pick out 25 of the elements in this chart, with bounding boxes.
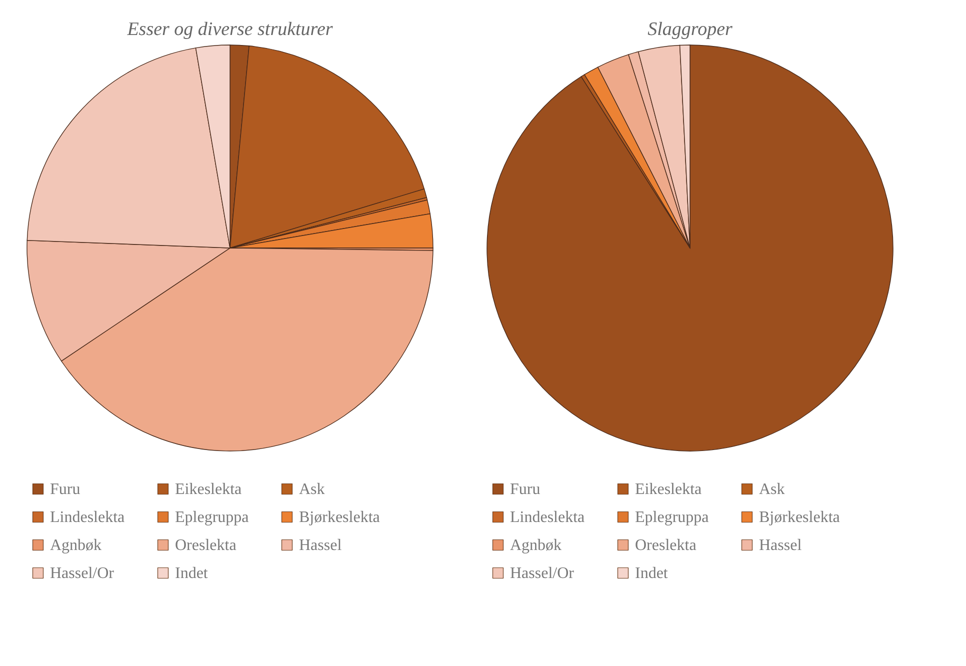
- chart-title: Esser og diverse strukturer: [126, 19, 334, 40]
- legend-label: Indet: [635, 565, 668, 582]
- legend-label: Hassel: [759, 537, 802, 554]
- legend-label: Furu: [510, 481, 540, 498]
- legend-label: Bjørkeslekta: [299, 509, 380, 526]
- legend-label: Hassel: [299, 537, 342, 554]
- legend-label: Oreslekta: [175, 537, 236, 554]
- legend-label: Eplegruppa: [175, 509, 249, 526]
- legend-label: Agnbøk: [50, 537, 102, 554]
- legend-label: Lindeslekta: [510, 509, 585, 526]
- legend-label: Eikeslekta: [635, 481, 702, 498]
- legend-label: Lindeslekta: [50, 509, 125, 526]
- legend-label: Hassel/Or: [50, 565, 115, 582]
- legend-label: Agnbøk: [510, 537, 562, 554]
- legend-label: Oreslekta: [635, 537, 696, 554]
- legend-label: Eikeslekta: [175, 481, 242, 498]
- legend-label: Bjørkeslekta: [759, 509, 840, 526]
- legend-label: Indet: [175, 565, 208, 582]
- legend-label: Furu: [50, 481, 80, 498]
- legend-label: Hassel/Or: [510, 565, 575, 582]
- pie-slice: [486, 44, 894, 452]
- legend-label: Ask: [299, 481, 325, 498]
- legend-label: Ask: [759, 481, 785, 498]
- legend-label: Eplegruppa: [635, 509, 709, 526]
- chart-title: Slaggroper: [648, 19, 733, 40]
